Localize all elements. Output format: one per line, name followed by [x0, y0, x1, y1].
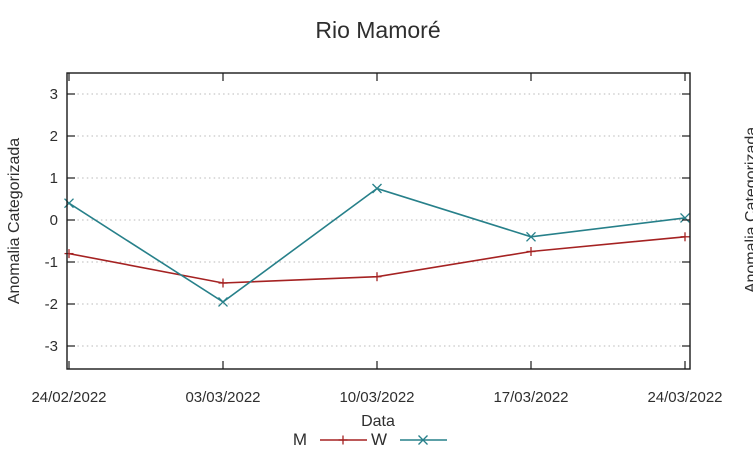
x-tick-label: 24/02/2022 — [31, 389, 106, 406]
series-W — [64, 183, 690, 307]
legend-line-sample-m — [320, 435, 367, 445]
cross-marker — [218, 296, 228, 307]
cross-marker — [526, 231, 536, 242]
y-tick-label: 0 — [50, 212, 58, 229]
plot-border — [66, 72, 691, 370]
y-tick-label: -2 — [45, 296, 58, 313]
legend-label-series-m: M — [293, 430, 307, 449]
y-tick-label: 1 — [50, 170, 58, 187]
plot-frame — [66, 72, 691, 370]
x-tick-label: 17/03/2022 — [493, 389, 568, 406]
legend-label-series-w: W — [371, 430, 387, 449]
chart-title: Rio Mamoré — [315, 17, 440, 43]
y-tick-label: 2 — [50, 128, 58, 145]
axis-ticks — [67, 73, 690, 369]
series-M — [64, 232, 690, 288]
gridlines — [68, 93, 689, 347]
cross-marker — [64, 198, 74, 209]
cross-marker — [418, 435, 428, 445]
x-tick-label: 24/03/2022 — [647, 389, 722, 406]
y-axis-label: Anomalia Categorizada — [6, 138, 23, 304]
legend: M W — [293, 430, 447, 449]
x-tick-labels: 24/02/2022 03/03/2022 10/03/2022 17/03/2022… — [31, 389, 722, 406]
x-tick-label: 03/03/2022 — [185, 389, 260, 406]
legend-line-sample-w — [400, 435, 447, 445]
x-tick-label: 10/03/2022 — [339, 389, 414, 406]
y-tick-label: -3 — [45, 338, 58, 355]
data-series — [64, 183, 690, 307]
cross-marker — [372, 183, 382, 194]
x-axis-label: Data — [361, 413, 395, 430]
cross-marker — [680, 212, 690, 223]
y-tick-label: 3 — [50, 86, 58, 103]
y-tick-labels: 3 2 1 0 -1 -2 -3 — [45, 86, 58, 355]
adjacent-chart-y-axis-label: Anomalia Categorizada — [743, 127, 753, 293]
y-tick-label: -1 — [45, 254, 58, 271]
